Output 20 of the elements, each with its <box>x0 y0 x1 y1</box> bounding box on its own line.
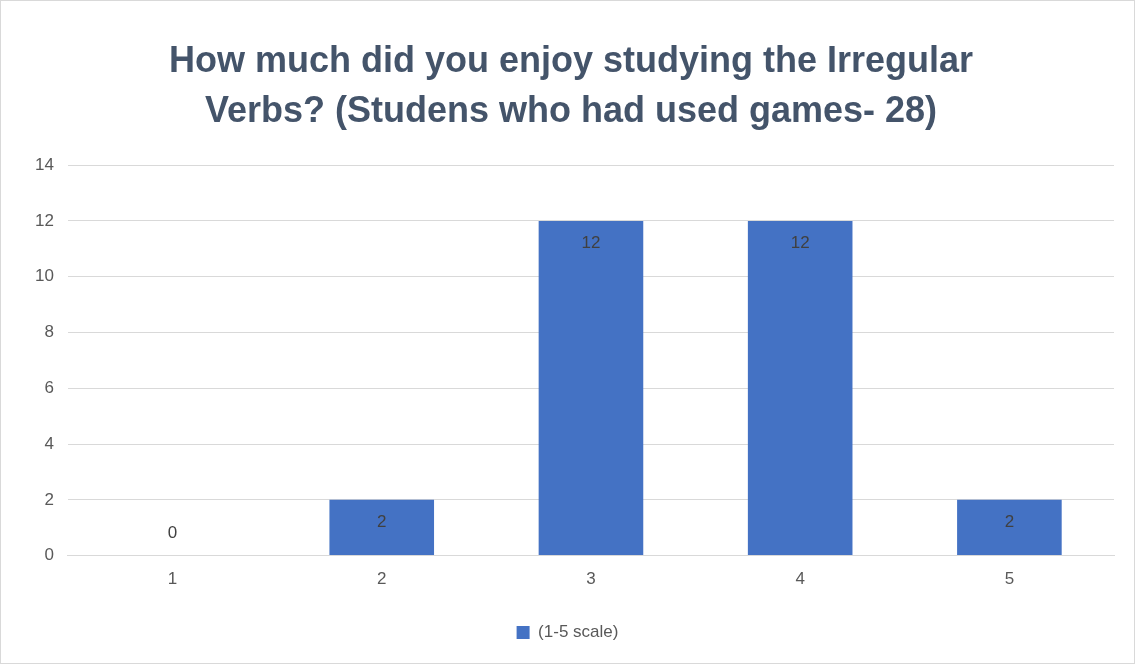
y-tick-label: 6 <box>44 377 54 397</box>
chart-title: How much did you enjoy studying the Irregular Verbs? (Studens who had used games- 28) <box>167 38 975 132</box>
data-label: 12 <box>581 232 601 252</box>
y-tick-label: 2 <box>44 489 54 509</box>
x-tick-label: 4 <box>795 569 805 589</box>
y-tick-label: 10 <box>34 266 54 286</box>
y-tick-label: 14 <box>34 154 54 174</box>
x-tick-label: 3 <box>586 569 596 589</box>
x-tick-label: 1 <box>167 569 178 589</box>
y-tick-label: 4 <box>44 433 54 453</box>
data-label: 12 <box>790 232 810 252</box>
data-label: 2 <box>1004 511 1015 531</box>
legend-label: (1-5 scale) <box>538 622 619 642</box>
x-tick-label: 2 <box>377 569 387 589</box>
y-tick-label: 12 <box>34 210 54 230</box>
data-label: 2 <box>377 511 387 531</box>
y-tick-label: 0 <box>44 545 54 565</box>
data-label: 0 <box>167 523 178 543</box>
x-tick-label: 5 <box>1004 569 1015 589</box>
y-tick-label: 8 <box>44 322 54 342</box>
